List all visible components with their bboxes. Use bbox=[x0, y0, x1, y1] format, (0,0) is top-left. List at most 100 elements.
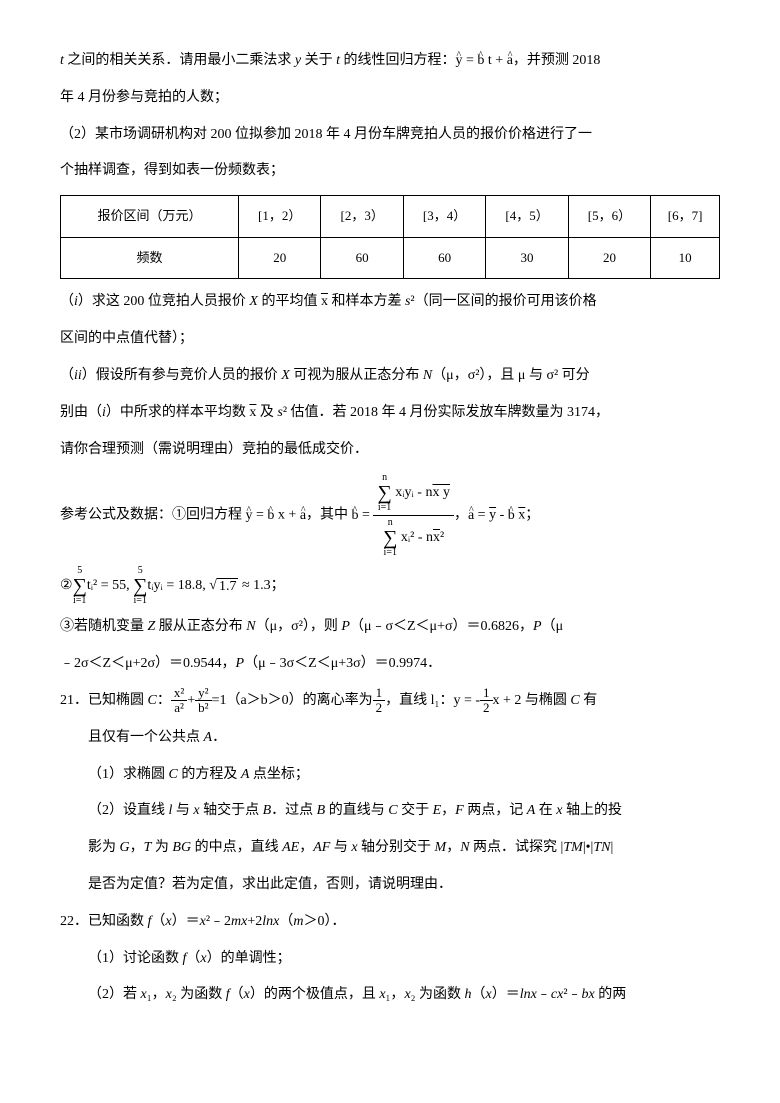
cell: [1，2） bbox=[239, 196, 321, 238]
text: ²﹣ bbox=[563, 987, 581, 1002]
var-f: F bbox=[455, 803, 464, 818]
text: 个抽样调查，得到如表一份频数表； bbox=[60, 163, 284, 178]
text: 是否为定值？若为定值，求出此定值，否则，请说明理由． bbox=[88, 877, 452, 892]
text: 区间的中点值代替）； bbox=[60, 331, 193, 346]
q22-line1: 22．已知函数 f（x）＝x²﹣2mx+2lnx（m＞0）． bbox=[60, 907, 720, 938]
text: 两点，记 bbox=[464, 803, 527, 818]
text: 的平均值 bbox=[258, 294, 321, 309]
text: 在 bbox=[535, 803, 556, 818]
q22-sub1: （1）讨论函数 f（x）的单调性； bbox=[60, 944, 720, 975]
text: +2 bbox=[247, 914, 262, 929]
text: 关于 bbox=[301, 53, 336, 68]
cell: 60 bbox=[321, 237, 403, 279]
var-bx: bx bbox=[582, 987, 595, 1002]
plus: + bbox=[187, 693, 195, 708]
cell: 报价区间（万元） bbox=[61, 196, 239, 238]
text: ② bbox=[60, 579, 73, 594]
text: （2）设直线 bbox=[88, 803, 169, 818]
text: （1）讨论函数 bbox=[88, 951, 183, 966]
var-m: M bbox=[435, 840, 447, 855]
text: ，其中 bbox=[306, 508, 352, 523]
var-lnx: lnx bbox=[520, 987, 537, 1002]
a-hat-eq: a = y - b x bbox=[468, 508, 525, 523]
text: ， bbox=[446, 840, 460, 855]
var-e: E bbox=[433, 803, 442, 818]
var-h: h bbox=[465, 987, 472, 1002]
text: ）中所求的样本平均数 bbox=[106, 405, 250, 420]
para-11: ②5∑i=1tᵢ² = 55, 5∑i=1tᵢyᵢ = 18.8, √1.7 ≈… bbox=[60, 566, 720, 606]
cell: 20 bbox=[568, 237, 650, 279]
text: ²（同一区间的报价可用该价格 bbox=[410, 294, 596, 309]
var-tm: TM bbox=[563, 840, 582, 855]
text: （μ﹣σ＜Z＜μ+σ）＝0.6826， bbox=[350, 619, 533, 634]
text: 之间的相关关系．请用最小二乘法求 bbox=[64, 53, 295, 68]
text: （1）求椭圆 bbox=[88, 767, 169, 782]
text: |•| bbox=[583, 840, 594, 855]
text: x + 2 与椭圆 bbox=[493, 693, 571, 708]
var-mx: mx bbox=[231, 914, 247, 929]
sqrt-body: 1.7 bbox=[217, 578, 239, 594]
text: 请你合理预测（需说明理由）竞拍的最低成交价． bbox=[60, 442, 368, 457]
cell: 30 bbox=[486, 237, 568, 279]
var-p: P bbox=[236, 656, 245, 671]
var-g: G bbox=[120, 840, 130, 855]
text: 有 bbox=[580, 693, 598, 708]
approx: ≈ 1.3； bbox=[238, 579, 284, 594]
para-3: （2）某市场调研机构对 200 位拟参加 2018 年 4 月份车牌竞拍人员的报… bbox=[60, 120, 720, 151]
text: ₂ 为函数 bbox=[411, 987, 465, 1002]
var-a: A bbox=[527, 803, 536, 818]
var-x: X bbox=[281, 368, 290, 383]
text: ）求这 200 位竞拍人员报价 bbox=[78, 294, 250, 309]
text: ₁， bbox=[147, 987, 166, 1002]
text: 轴交于点 bbox=[200, 803, 263, 818]
text: （ bbox=[472, 987, 486, 1002]
cell: [4，5） bbox=[486, 196, 568, 238]
para-6: 区间的中点值代替）； bbox=[60, 324, 720, 355]
sum-1: 5∑i=1 bbox=[73, 566, 87, 606]
text: 两点．试探究 | bbox=[470, 840, 564, 855]
text: 轴分别交于 bbox=[358, 840, 435, 855]
cell: [2，3） bbox=[321, 196, 403, 238]
para-12: ③若随机变量 Z 服从正态分布 N（μ，σ²），则 P（μ﹣σ＜Z＜μ+σ）＝0… bbox=[60, 612, 720, 643]
text: （ bbox=[151, 914, 165, 929]
text: （μ bbox=[542, 619, 564, 634]
sum-body: tᵢyᵢ = 18.8, bbox=[147, 579, 205, 594]
cell: 60 bbox=[403, 237, 485, 279]
text: ． bbox=[212, 730, 226, 745]
text: 参考公式及数据：①回归方程 bbox=[60, 508, 246, 523]
text: ₁， bbox=[386, 987, 405, 1002]
text: ﹣ bbox=[537, 987, 551, 1002]
text: （ bbox=[230, 987, 244, 1002]
para-5: （i）求这 200 位竞拍人员报价 X 的平均值 x 和样本方差 s²（同一区间… bbox=[60, 287, 720, 318]
text: 的直线与 bbox=[325, 803, 388, 818]
text: 与 bbox=[330, 840, 351, 855]
text: 轴上的投 bbox=[562, 803, 622, 818]
cell: 20 bbox=[239, 237, 321, 279]
text: ．过点 bbox=[271, 803, 317, 818]
para-9: 请你合理预测（需说明理由）竞拍的最低成交价． bbox=[60, 435, 720, 466]
text: 交于 bbox=[398, 803, 433, 818]
cell: [3，4） bbox=[403, 196, 485, 238]
text: 和样本方差 bbox=[328, 294, 405, 309]
text: ）＝ bbox=[492, 987, 520, 1002]
regression-eq: y = b t + a bbox=[456, 53, 513, 68]
cell: 频数 bbox=[61, 237, 239, 279]
text: ＞0）． bbox=[304, 914, 346, 929]
sum-bot: i=1 bbox=[377, 503, 391, 513]
xybar: x y bbox=[432, 486, 450, 501]
text: （ bbox=[60, 294, 74, 309]
var-ae: AE bbox=[282, 840, 299, 855]
xbar: x bbox=[433, 531, 440, 546]
text: | bbox=[610, 840, 613, 855]
cell: [5，6） bbox=[568, 196, 650, 238]
var-c: C bbox=[388, 803, 397, 818]
text: （μ，σ²），且 μ 与 σ² 可分 bbox=[432, 368, 590, 383]
text: （μ﹣3σ＜Z＜μ+3σ）＝0.9974． bbox=[244, 656, 441, 671]
text: ）＝ bbox=[172, 914, 200, 929]
text: ， bbox=[299, 840, 313, 855]
var-x: X bbox=[249, 294, 258, 309]
var-af: AF bbox=[313, 840, 330, 855]
roman-ii: ii bbox=[74, 368, 82, 383]
q21-sub2-l3: 是否为定值？若为定值，求出此定值，否则，请说明理由． bbox=[60, 870, 720, 901]
sum-body: xᵢ² - n bbox=[401, 531, 433, 546]
